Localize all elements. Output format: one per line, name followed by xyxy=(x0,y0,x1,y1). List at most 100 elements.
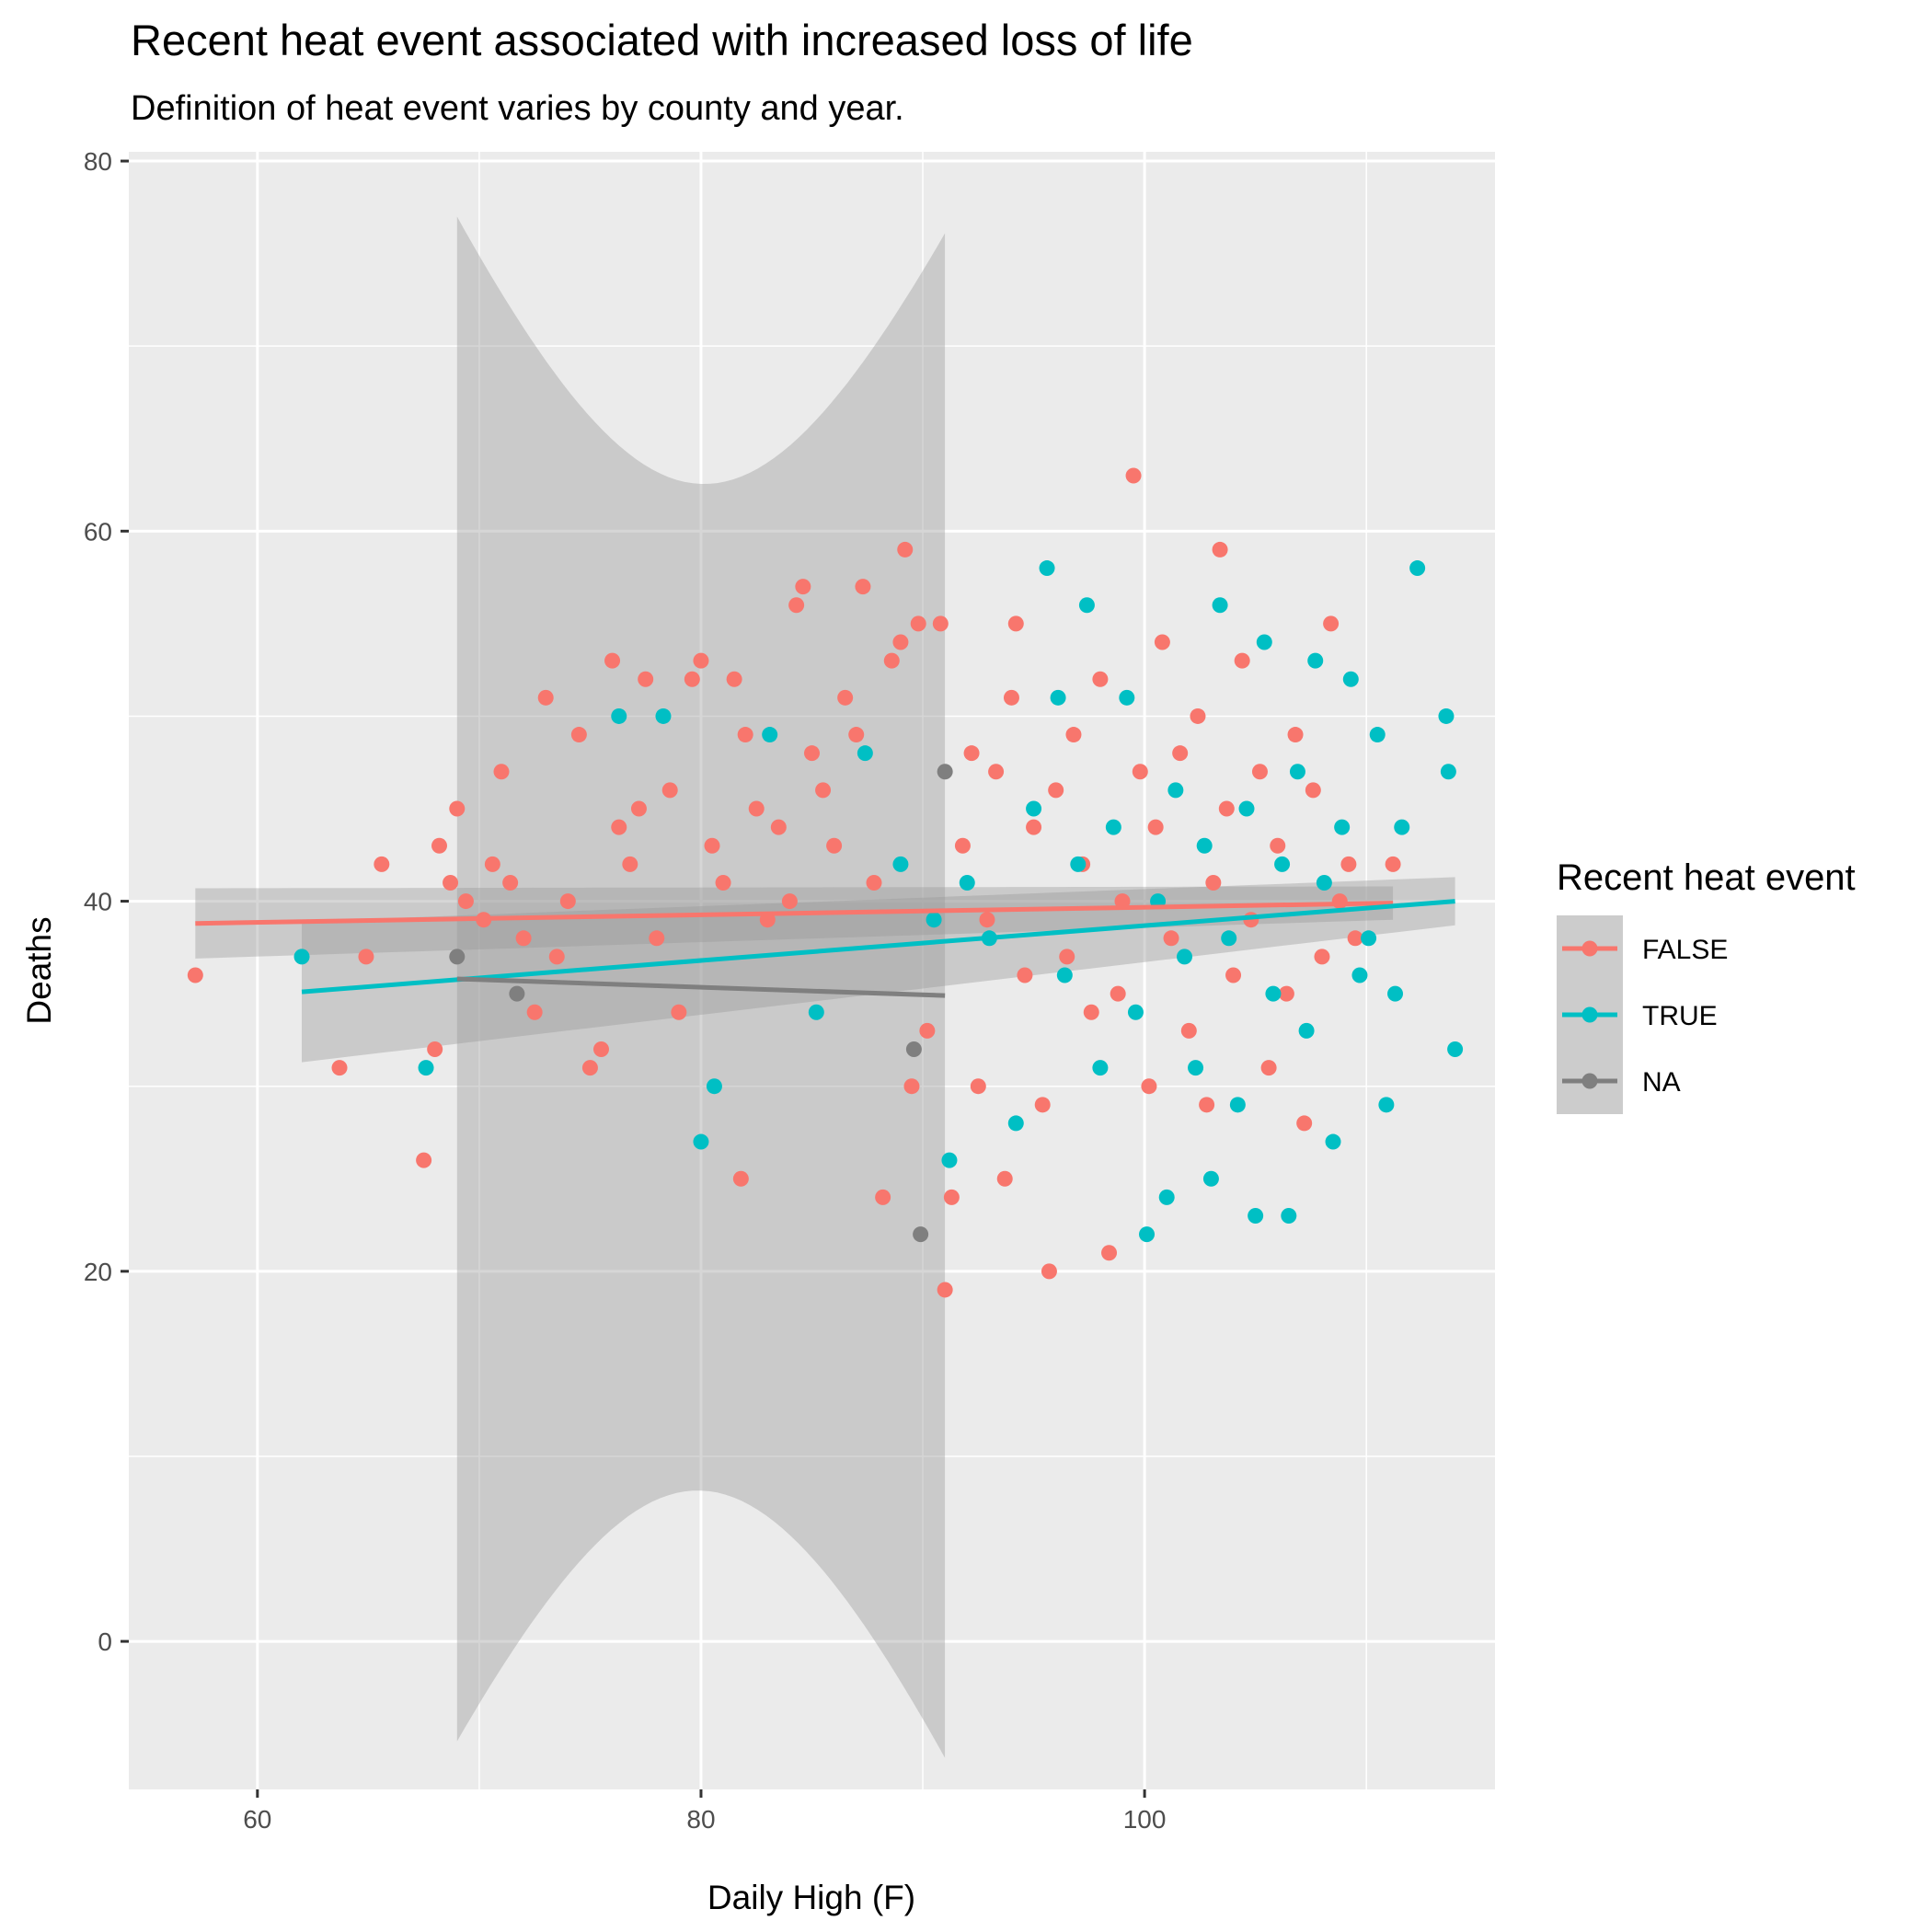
point-false xyxy=(1212,541,1228,558)
point-true xyxy=(1078,597,1095,614)
legend-label: TRUE xyxy=(1642,1001,1718,1031)
point-false xyxy=(358,949,374,965)
point-false xyxy=(1147,819,1164,835)
point-false xyxy=(1083,1004,1099,1020)
point-true xyxy=(1092,1060,1109,1076)
point-false xyxy=(1110,985,1126,1002)
point-false xyxy=(1260,1060,1277,1076)
point-true xyxy=(655,707,672,724)
point-false xyxy=(581,1060,598,1076)
point-false xyxy=(1340,856,1357,872)
point-false xyxy=(1251,764,1268,780)
legend-title: Recent heat event xyxy=(1557,857,1856,898)
y-axis-label: Deaths xyxy=(20,916,58,1024)
point-false xyxy=(1234,652,1250,669)
point-true xyxy=(1050,689,1066,706)
point-false xyxy=(427,1041,443,1057)
point-false xyxy=(932,615,949,632)
point-false xyxy=(883,652,900,669)
point-true xyxy=(1158,1189,1175,1205)
point-false xyxy=(837,689,854,706)
x-tick-label: 60 xyxy=(243,1805,271,1834)
point-true xyxy=(1177,949,1192,965)
point-false xyxy=(919,1022,936,1039)
point-false xyxy=(1125,467,1142,484)
point-true xyxy=(1361,930,1377,947)
point-false xyxy=(1305,782,1321,799)
point-false xyxy=(1017,967,1033,983)
point-false xyxy=(515,930,532,947)
point-true xyxy=(857,745,873,762)
point-false xyxy=(622,856,638,872)
point-false xyxy=(1141,1078,1157,1095)
point-false xyxy=(770,819,787,835)
point-false xyxy=(937,1282,953,1298)
point-false xyxy=(457,893,474,910)
point-true xyxy=(1369,727,1386,743)
point-true xyxy=(941,1152,958,1168)
point-false xyxy=(1114,893,1131,910)
grid-lines xyxy=(129,152,1495,1789)
ci-ribbon-false xyxy=(195,886,1394,959)
point-false xyxy=(537,689,554,706)
point-false xyxy=(1003,689,1019,706)
point-false xyxy=(732,1170,749,1187)
plot-panel xyxy=(129,152,1495,1789)
x-axis-label: Daily High (F) xyxy=(707,1879,915,1916)
point-false xyxy=(875,1189,891,1205)
point-false xyxy=(1314,949,1330,965)
point-false xyxy=(484,856,500,872)
x-tick-label: 80 xyxy=(686,1805,715,1834)
point-false xyxy=(970,1078,986,1095)
point-false xyxy=(1270,837,1286,854)
point-false xyxy=(1205,874,1222,891)
point-false xyxy=(804,745,820,762)
point-false xyxy=(1101,1245,1118,1261)
point-true xyxy=(1202,1170,1219,1187)
y-tick-label: 80 xyxy=(84,147,112,176)
point-false xyxy=(704,837,720,854)
point-true xyxy=(1026,800,1042,817)
point-false xyxy=(781,893,798,910)
point-false xyxy=(416,1152,432,1168)
point-true xyxy=(1238,800,1255,817)
point-true xyxy=(1167,782,1184,799)
point-true xyxy=(1440,764,1456,780)
point-true xyxy=(1387,985,1404,1002)
point-false xyxy=(1172,745,1189,762)
point-true xyxy=(1378,1097,1395,1113)
point-false xyxy=(1296,1115,1313,1132)
point-false xyxy=(630,800,647,817)
point-false xyxy=(1007,615,1024,632)
legend: Recent heat event FALSE TRUE NA xyxy=(1557,857,1856,1114)
legend-key-point xyxy=(1581,1073,1598,1089)
point-false xyxy=(726,671,742,687)
point-true xyxy=(1447,1041,1464,1057)
point-false xyxy=(502,874,519,891)
legend-key-point xyxy=(1581,940,1598,957)
point-na xyxy=(937,764,953,780)
point-true xyxy=(1221,930,1237,947)
point-false xyxy=(548,949,565,965)
point-true xyxy=(1229,1097,1246,1113)
point-true xyxy=(611,707,627,724)
point-true xyxy=(1256,634,1272,650)
point-true xyxy=(1265,985,1282,1002)
point-false xyxy=(443,874,459,891)
point-false xyxy=(943,1189,960,1205)
point-false xyxy=(1278,985,1294,1002)
x-tick-label: 100 xyxy=(1123,1805,1167,1834)
point-true xyxy=(1127,1004,1144,1020)
y-tick-label: 0 xyxy=(98,1627,112,1656)
point-true xyxy=(1289,764,1305,780)
point-false xyxy=(684,671,700,687)
point-false xyxy=(979,912,995,928)
point-false xyxy=(1132,764,1148,780)
point-false xyxy=(788,597,805,614)
point-true xyxy=(762,727,778,743)
point-na xyxy=(905,1041,922,1057)
point-true xyxy=(1342,671,1359,687)
point-true xyxy=(926,912,942,928)
point-false xyxy=(671,1004,687,1020)
